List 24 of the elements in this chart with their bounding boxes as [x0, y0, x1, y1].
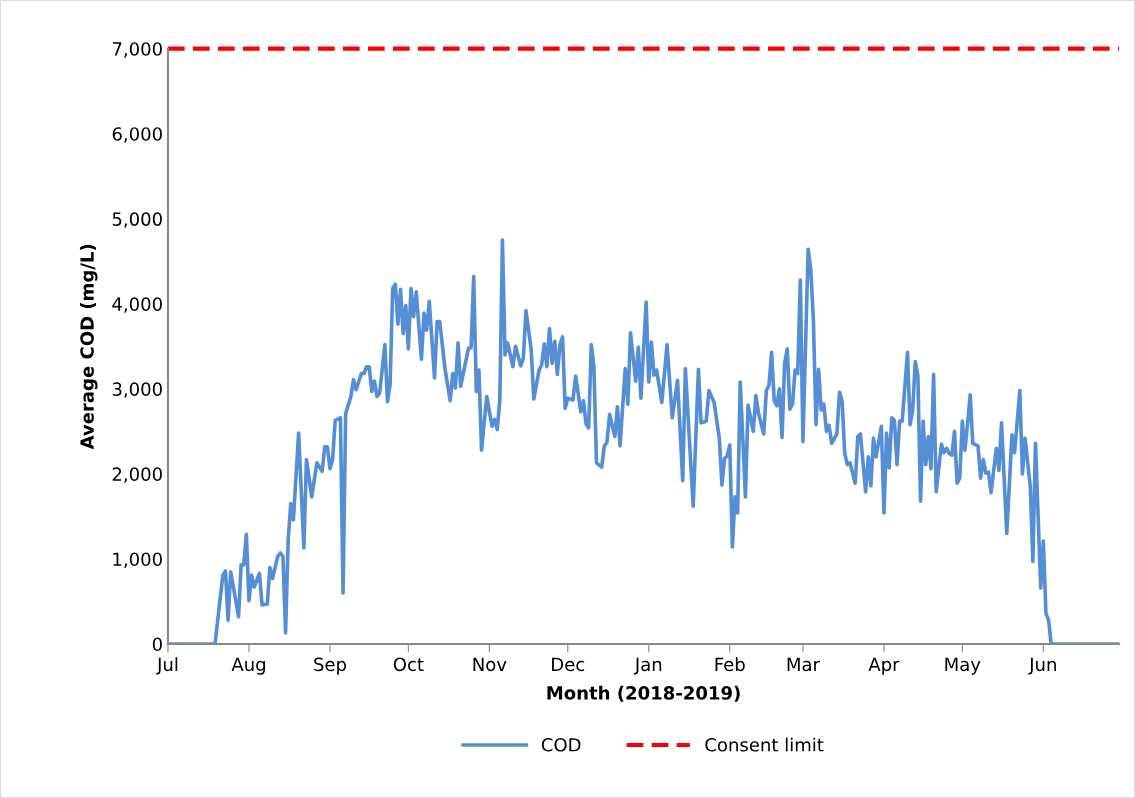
x-tick-label: Jul — [156, 657, 178, 675]
x-tick-label: Aug — [231, 657, 265, 675]
y-tick-label: 6,000 — [112, 127, 162, 143]
x-tick-label: Apr — [868, 657, 900, 675]
y-tick-label: 0 — [152, 637, 162, 652]
x-tick-label: Nov — [473, 657, 507, 672]
x-tick-label: Dec — [552, 657, 585, 672]
x-tick-label: Jun — [1028, 657, 1056, 675]
x-tick-label: Oct — [393, 657, 424, 672]
x-tick-label: Sep — [314, 657, 347, 675]
y-tick-label: 2,000 — [112, 467, 162, 483]
y-tick-label: 3,000 — [112, 382, 162, 398]
x-axis-title: Month (2018-2019) — [547, 685, 740, 702]
legend-label: COD — [541, 737, 581, 752]
y-tick-label: 5,000 — [112, 212, 162, 228]
x-tick-label: Feb — [715, 657, 745, 672]
y-axis-title: Average COD (mg/L) — [79, 244, 98, 450]
x-tick-label: Mar — [787, 657, 820, 672]
y-tick-label: 7,000 — [112, 42, 162, 58]
y-tick-label: 1,000 — [113, 552, 162, 568]
legend-label: Consent limit — [705, 737, 824, 752]
x-tick-label: May — [945, 657, 981, 675]
y-tick-label: 4,000 — [112, 297, 162, 313]
x-tick-label: Jan — [633, 657, 662, 675]
